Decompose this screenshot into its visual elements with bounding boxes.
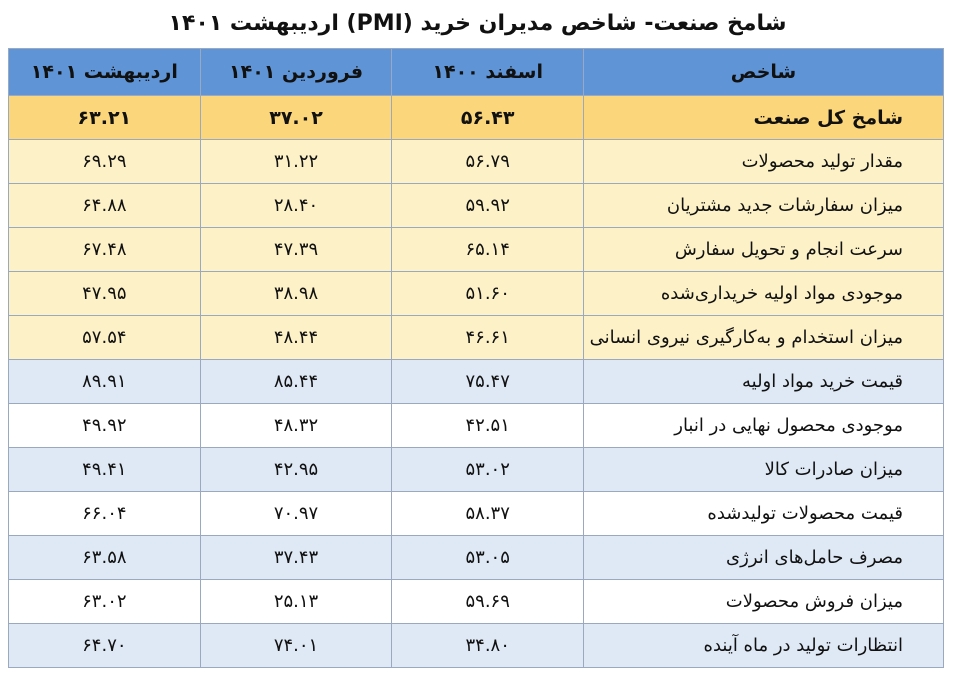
- value-esfand-1400: ۴۶.۶۱: [391, 315, 585, 360]
- value-farvardin-1401: ۴۷.۳۹: [199, 227, 393, 272]
- value-ordibehesht-1401: ۶۳.۲۱: [8, 95, 201, 140]
- value-esfand-1400: ۵۶.۴۳: [391, 95, 585, 140]
- value-ordibehesht-1401: ۶۷.۴۸: [8, 227, 201, 272]
- value-esfand-1400: ۵۹.۶۹: [391, 579, 585, 624]
- value-ordibehesht-1401: ۶۶.۰۴: [8, 491, 201, 536]
- value-esfand-1400: ۳۴.۸۰: [391, 623, 585, 668]
- value-ordibehesht-1401: ۴۹.۴۱: [8, 447, 201, 492]
- indicator-cell: سرعت انجام و تحویل سفارش: [583, 227, 944, 272]
- table-row: میزان استخدام و به‌کارگیری نیروی انسانی ۴…: [8, 315, 944, 360]
- value-farvardin-1401: ۷۴.۰۱: [199, 623, 393, 668]
- value-esfand-1400: ۶۵.۱۴: [391, 227, 585, 272]
- value-esfand-1400: ۵۳.۰۵: [391, 535, 585, 580]
- indicator-cell: موجودی مواد اولیه خریداری‌شده: [583, 271, 944, 316]
- table-row: سرعت انجام و تحویل سفارش ۶۵.۱۴ ۴۷.۳۹ ۶۷.۴۸: [8, 227, 944, 272]
- value-farvardin-1401: ۳۷.۰۲: [199, 95, 393, 140]
- header-farvardin-1401: فروردین ۱۴۰۱: [199, 48, 393, 96]
- table-row: موجودی محصول نهایی در انبار ۴۲.۵۱ ۴۸.۳۲ ۴۹.…: [8, 403, 944, 448]
- value-farvardin-1401: ۳۸.۹۸: [199, 271, 393, 316]
- table-row: میزان سفارشات جدید مشتریان ۵۹.۹۲ ۲۸.۴۰ ۶۴.۸…: [8, 183, 944, 228]
- page-title: شامخ صنعت- شاخص مدیران خرید (PMI) اردیبه…: [168, 11, 787, 36]
- value-esfand-1400: ۵۱.۶۰: [391, 271, 585, 316]
- indicator-cell: قیمت خرید مواد اولیه: [583, 359, 944, 404]
- pmi-table: شاخص اسفند ۱۴۰۰ فروردین ۱۴۰۱ اردیبهشت ۱۴…: [8, 48, 944, 668]
- value-farvardin-1401: ۸۵.۴۴: [199, 359, 393, 404]
- table-row: مقدار تولید محصولات ۵۶.۷۹ ۳۱.۲۲ ۶۹.۲۹: [8, 139, 944, 184]
- value-ordibehesht-1401: ۶۹.۲۹: [8, 139, 201, 184]
- value-farvardin-1401: ۴۲.۹۵: [199, 447, 393, 492]
- table-row: میزان فروش محصولات ۵۹.۶۹ ۲۵.۱۳ ۶۳.۰۲: [8, 579, 944, 624]
- header-ordibehesht-1401: اردیبهشت ۱۴۰۱: [8, 48, 201, 96]
- indicator-cell: میزان استخدام و به‌کارگیری نیروی انسانی: [583, 315, 944, 360]
- header-indicator: شاخص: [583, 48, 944, 96]
- value-ordibehesht-1401: ۶۳.۵۸: [8, 535, 201, 580]
- value-farvardin-1401: ۳۱.۲۲: [199, 139, 393, 184]
- table-row: مصرف حامل‌های انرژی ۵۳.۰۵ ۳۷.۴۳ ۶۳.۵۸: [8, 535, 944, 580]
- table-row: شامخ کل صنعت ۵۶.۴۳ ۳۷.۰۲ ۶۳.۲۱: [8, 95, 944, 140]
- value-farvardin-1401: ۲۵.۱۳: [199, 579, 393, 624]
- table-body: شامخ کل صنعت ۵۶.۴۳ ۳۷.۰۲ ۶۳.۲۱ مقدار تولید م…: [8, 95, 944, 668]
- value-esfand-1400: ۴۲.۵۱: [391, 403, 585, 448]
- table-row: موجودی مواد اولیه خریداری‌شده ۵۱.۶۰ ۳۸.۹۸ ۴…: [8, 271, 944, 316]
- value-ordibehesht-1401: ۴۷.۹۵: [8, 271, 201, 316]
- value-esfand-1400: ۵۸.۳۷: [391, 491, 585, 536]
- value-farvardin-1401: ۳۷.۴۳: [199, 535, 393, 580]
- table-row: قیمت محصولات تولیدشده ۵۸.۳۷ ۷۰.۹۷ ۶۶.۰۴: [8, 491, 944, 536]
- value-esfand-1400: ۵۳.۰۲: [391, 447, 585, 492]
- header-esfand-1400: اسفند ۱۴۰۰: [391, 48, 585, 96]
- indicator-cell: مصرف حامل‌های انرژی: [583, 535, 944, 580]
- table-row: میزان صادرات کالا ۵۳.۰۲ ۴۲.۹۵ ۴۹.۴۱: [8, 447, 944, 492]
- value-ordibehesht-1401: ۶۴.۸۸: [8, 183, 201, 228]
- indicator-cell: میزان سفارشات جدید مشتریان: [583, 183, 944, 228]
- value-esfand-1400: ۷۵.۴۷: [391, 359, 585, 404]
- value-esfand-1400: ۵۶.۷۹: [391, 139, 585, 184]
- indicator-cell: موجودی محصول نهایی در انبار: [583, 403, 944, 448]
- value-ordibehesht-1401: ۶۴.۷۰: [8, 623, 201, 668]
- value-ordibehesht-1401: ۵۷.۵۴: [8, 315, 201, 360]
- value-esfand-1400: ۵۹.۹۲: [391, 183, 585, 228]
- indicator-cell: شامخ کل صنعت: [583, 95, 944, 140]
- table-header-row: شاخص اسفند ۱۴۰۰ فروردین ۱۴۰۱ اردیبهشت ۱۴…: [8, 48, 944, 96]
- indicator-cell: قیمت محصولات تولیدشده: [583, 491, 944, 536]
- indicator-cell: میزان فروش محصولات: [583, 579, 944, 624]
- table-row: انتظارات تولید در ماه آینده ۳۴.۸۰ ۷۴.۰۱ ۶۴.…: [8, 623, 944, 668]
- indicator-cell: مقدار تولید محصولات: [583, 139, 944, 184]
- value-ordibehesht-1401: ۴۹.۹۲: [8, 403, 201, 448]
- value-farvardin-1401: ۲۸.۴۰: [199, 183, 393, 228]
- value-farvardin-1401: ۴۸.۳۲: [199, 403, 393, 448]
- value-ordibehesht-1401: ۸۹.۹۱: [8, 359, 201, 404]
- value-farvardin-1401: ۴۸.۴۴: [199, 315, 393, 360]
- value-ordibehesht-1401: ۶۳.۰۲: [8, 579, 201, 624]
- indicator-cell: انتظارات تولید در ماه آینده: [583, 623, 944, 668]
- indicator-cell: میزان صادرات کالا: [583, 447, 944, 492]
- table-row: قیمت خرید مواد اولیه ۷۵.۴۷ ۸۵.۴۴ ۸۹.۹۱: [8, 359, 944, 404]
- value-farvardin-1401: ۷۰.۹۷: [199, 491, 393, 536]
